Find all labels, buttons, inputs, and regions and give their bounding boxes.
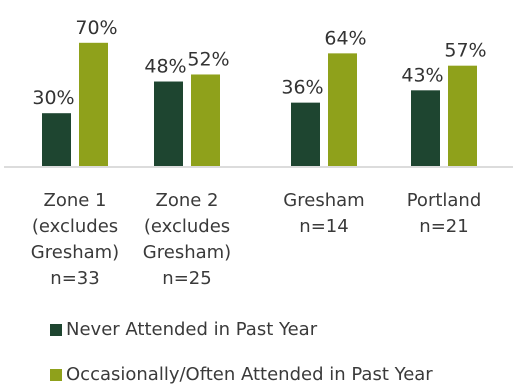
legend-swatch-occasionally-often-attended <box>50 368 62 381</box>
bar-portland-occasionally-often-attended-in-past-year <box>448 65 477 166</box>
bar-portland-never-attended-in-past-year <box>411 90 440 166</box>
bar-zone-2-occasionally-often-attended-in-past-year <box>191 74 220 166</box>
legend-item-never-attended: Never Attended in Past Year <box>50 319 317 340</box>
bar-zone-2-never-attended-in-past-year <box>154 81 183 166</box>
value-label-portland-occasionally-often-attended-in-past-year: 57% <box>444 40 486 62</box>
legend-label-never-attended: Never Attended in Past Year <box>66 319 318 340</box>
value-label-zone-2-never-attended-in-past-year: 48% <box>144 56 186 78</box>
value-label-zone-2-occasionally-often-attended-in-past-year: 52% <box>187 48 229 70</box>
bar-zone-1-occasionally-often-attended-in-past-year <box>79 42 108 166</box>
value-label-zone-1-occasionally-often-attended-in-past-year: 70% <box>75 17 117 39</box>
category-label-portland-line-0: Portland <box>407 190 482 211</box>
value-labels-group: 30% 70% 48% 52% 36% 64% 43%57% <box>32 17 486 109</box>
bar-gresham-never-attended-in-past-year <box>291 102 320 166</box>
category-label-zone-1-line-1: (excludes <box>32 216 118 237</box>
bars-group <box>42 42 477 166</box>
category-label-portland-line-1: n=21 <box>419 216 468 237</box>
category-label-zone-1-line-3: n=33 <box>50 268 99 289</box>
category-label-zone-1-line-2: Gresham) <box>31 242 119 263</box>
legend-item-occasionally-often-attended: Occasionally/Often Attended in Past Year <box>50 364 433 385</box>
category-label-zone-2-line-1: (excludes <box>144 216 230 237</box>
legend-swatch-never-attended <box>50 323 62 336</box>
category-label-gresham-line-1: n=14 <box>299 216 348 237</box>
value-label-portland-never-attended-in-past-year: 43% <box>401 64 443 86</box>
bar-zone-1-never-attended-in-past-year <box>42 113 71 166</box>
category-label-zone-1-line-0: Zone 1 <box>44 190 107 211</box>
category-labels-group: Zone 1 (excludes Gresham) n=33 Zone 2 (exclud… <box>31 190 481 289</box>
value-label-zone-1-never-attended-in-past-year: 30% <box>32 87 74 109</box>
category-label-zone-2-line-2: Gresham) <box>143 242 231 263</box>
category-label-gresham-line-0: Gresham <box>283 190 364 211</box>
value-label-gresham-never-attended-in-past-year: 36% <box>281 77 323 99</box>
legend-label-occasionally-often-attended: Occasionally/Often Attended in Past Year <box>66 364 433 385</box>
category-label-zone-2-line-3: n=25 <box>162 268 211 289</box>
value-label-gresham-occasionally-often-attended-in-past-year: 64% <box>324 27 366 49</box>
bar-gresham-occasionally-often-attended-in-past-year <box>328 53 357 166</box>
category-label-zone-2-line-0: Zone 2 <box>156 190 219 211</box>
